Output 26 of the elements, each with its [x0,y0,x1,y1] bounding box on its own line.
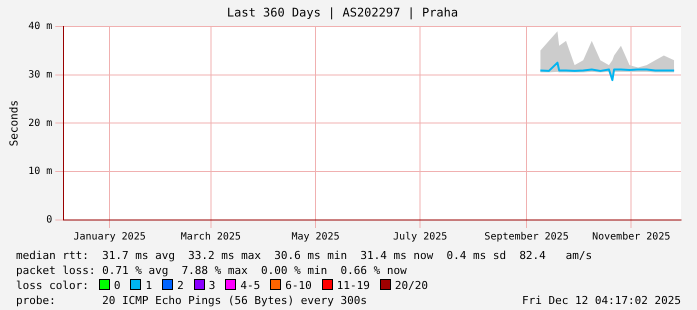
text: 1 [145,279,152,292]
x-tick-label: July 2025 [393,232,448,243]
text: median rtt: 31.7 ms avg 33.2 ms max 30.6 ms min 31.4 ms now 0.4 ms sd 82.4 am/s [16,248,594,263]
text: 6-10 [285,279,312,292]
text: Fri Dec 12 04:17:02 2025 [522,293,681,308]
text: probe: 20 ICMP Echo Pings (56 Bytes) every 300s [16,294,367,307]
x-tick-label: January 2025 [73,232,146,243]
chart-title: Last 360 Days | AS202297 | Praha [226,5,458,20]
y-tick-label: 10 m [28,166,52,178]
y-tick-label: 40 m [28,20,52,32]
text: 20/20 [394,279,428,292]
x-tick-label: May 2025 [291,232,340,243]
x-tick-label: November 2025 [592,232,670,243]
y-tick-label: 30 m [28,69,52,80]
x-tick-label: September 2025 [484,232,569,243]
y-axis-title: Seconds [7,100,20,146]
y-tick-label: 0 [46,214,52,226]
text: 3 [208,279,216,292]
y-tick-label: 20 m [28,118,52,129]
text: loss color: [16,279,89,292]
text: packet loss: 0.71 % avg 7.88 % max 0.00 % min 0.66 % now [16,263,408,278]
text: 4-5 [240,279,260,292]
text: 2 [177,279,184,292]
text: 0 [114,279,120,292]
text: 11-19 [336,279,370,292]
x-tick-label: March 2025 [180,232,241,243]
